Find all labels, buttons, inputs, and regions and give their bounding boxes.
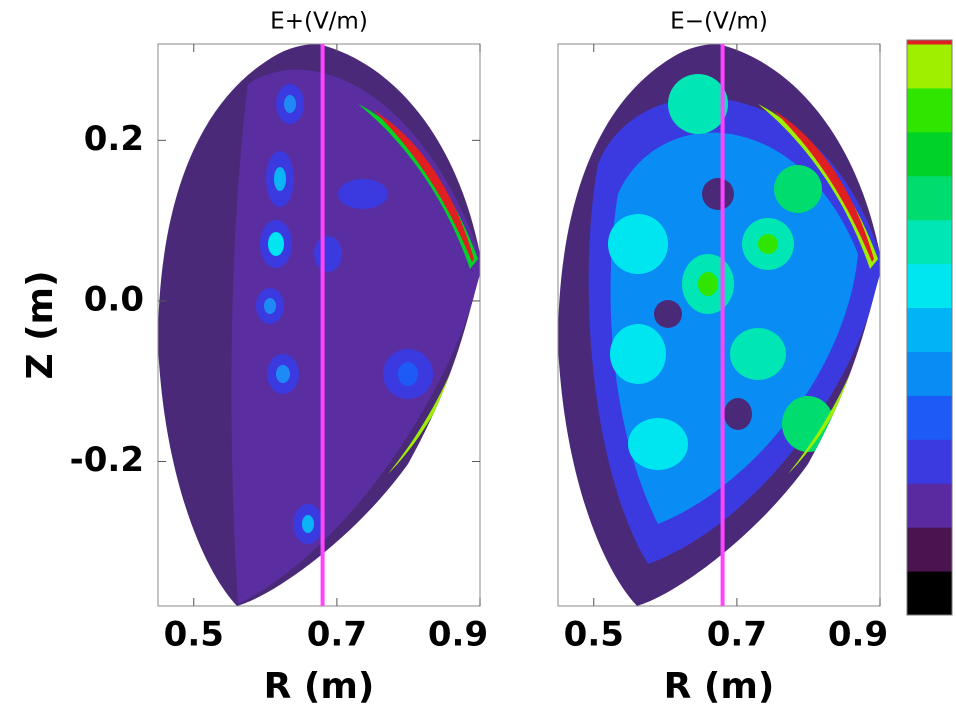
y-tick-label: 0.0	[84, 279, 144, 319]
x-tick-label: 0.7	[707, 615, 767, 655]
contour-field	[558, 44, 880, 606]
colorbar-segment	[907, 351, 952, 396]
colorbar-segment	[907, 131, 952, 177]
x-axis-label: R (m)	[664, 666, 775, 707]
chart-title: E−(V/m)	[670, 9, 768, 35]
contour-field	[158, 44, 480, 606]
colorbar-segment	[907, 175, 952, 221]
colorbar-segment	[907, 87, 952, 133]
colorbar-segment	[907, 395, 952, 440]
colorbar-segment	[907, 219, 952, 265]
colorbar-segment	[907, 40, 952, 45]
x-tick-label: 0.9	[428, 615, 488, 655]
x-tick-label: 0.5	[564, 615, 624, 655]
plot-frame	[157, 43, 481, 607]
x-tick-label: 0.9	[828, 615, 888, 655]
x-axis-label: R (m)	[264, 666, 375, 707]
colorbar-segment	[907, 527, 952, 572]
colorbar-segment	[907, 307, 952, 352]
y-axis-label: Z (m)	[20, 270, 61, 379]
colorbar-segment	[907, 263, 952, 309]
chart-title: E+(V/m)	[270, 9, 368, 35]
plot-frame	[557, 43, 881, 607]
colorbar-segment	[907, 44, 952, 89]
colorbar-frame	[906, 39, 953, 616]
x-tick-label: 0.5	[164, 615, 224, 655]
colorbar-segment	[907, 571, 952, 616]
colorbar-segment	[907, 439, 952, 484]
y-tick-label: 0.2	[84, 119, 144, 159]
x-tick-label: 0.7	[307, 615, 367, 655]
y-tick-label: -0.2	[70, 440, 144, 480]
colorbar-segment	[907, 483, 952, 528]
